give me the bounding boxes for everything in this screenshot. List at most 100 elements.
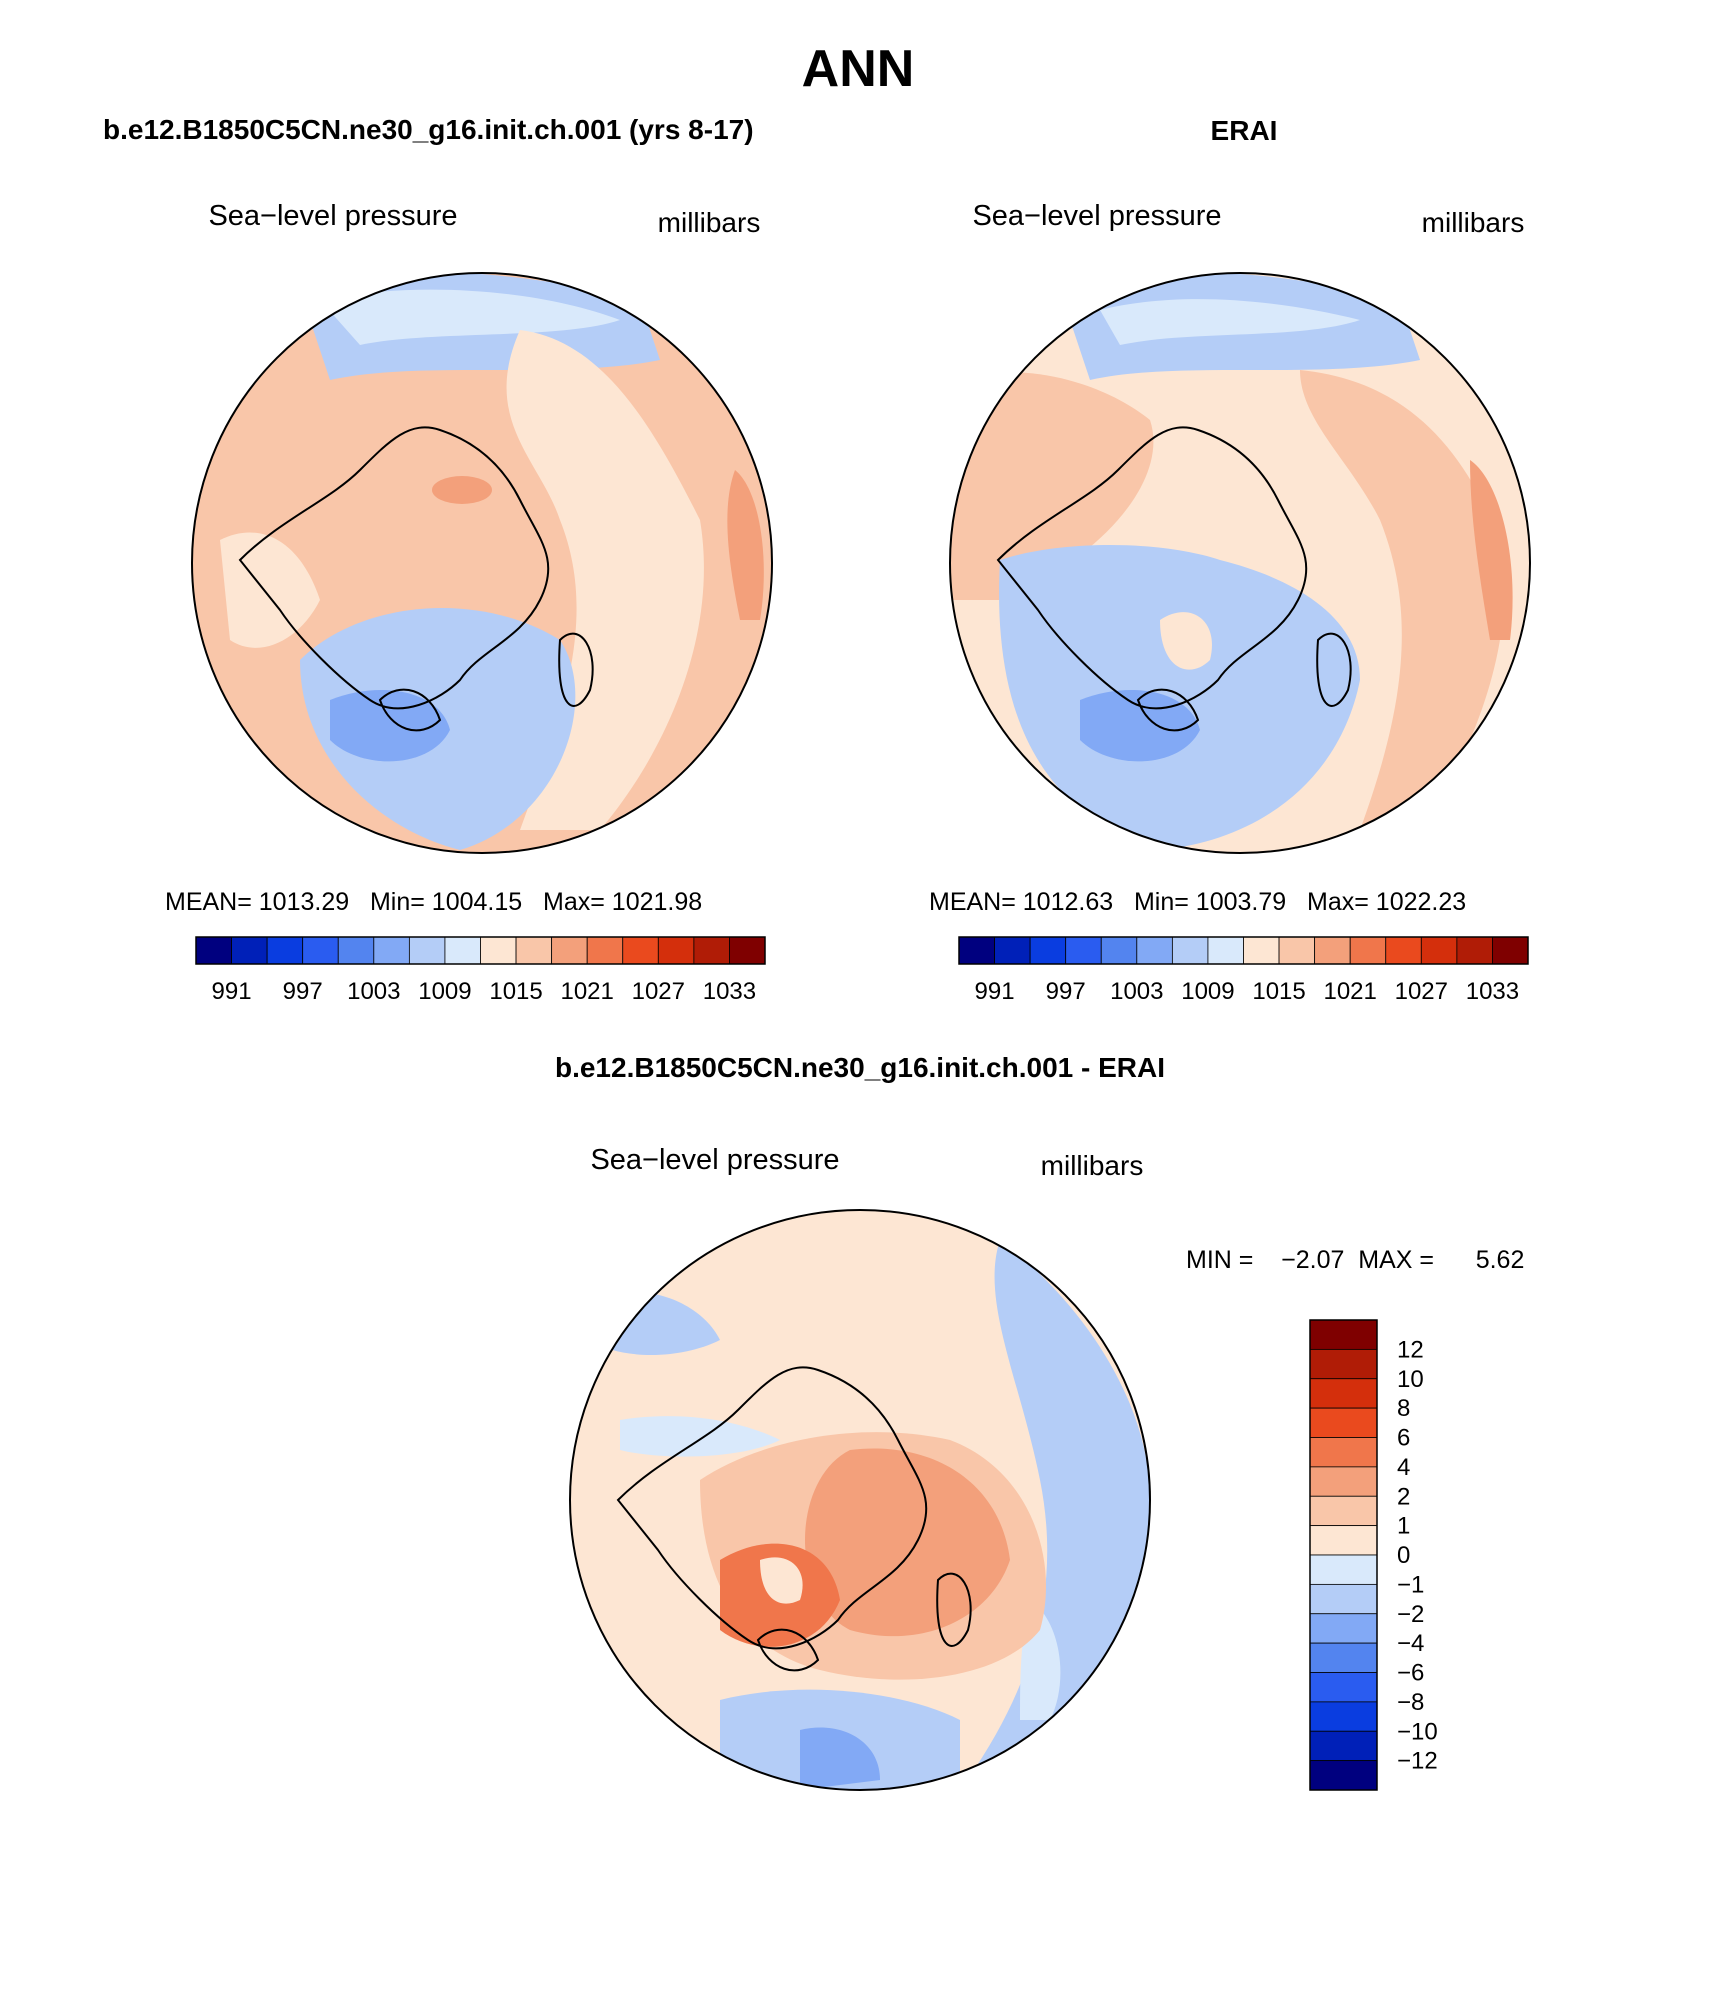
panel-diff-colorbar-label: −10 bbox=[1397, 1718, 1438, 1745]
panel-erai-colorbar-boxes bbox=[958, 936, 1529, 965]
panel-diff-colorbar-boxes bbox=[1309, 1319, 1378, 1791]
panel-erai-colorbar-label: 997 bbox=[1046, 978, 1086, 1005]
panel-diff-colorbar-label: 6 bbox=[1397, 1425, 1410, 1452]
panel-model-colorbar-box bbox=[480, 936, 517, 965]
panel-erai-colorbar-box bbox=[1207, 936, 1244, 965]
panel-erai-colorbar-labels: 991 997 1003 1009 1015 1021 1027 1033 bbox=[975, 978, 1520, 1005]
panel-erai-colorbar-box bbox=[1278, 936, 1316, 965]
panel-diff-variable: Sea−level pressure bbox=[590, 1144, 839, 1176]
panel-model-colorbar-label: 997 bbox=[283, 978, 323, 1005]
panel-erai-colorbar-box bbox=[1314, 936, 1351, 965]
panel-erai-colorbar-label: 1015 bbox=[1252, 978, 1305, 1005]
panel-diff-colorbar-box bbox=[1309, 1407, 1378, 1438]
panel-model-units: millibars bbox=[658, 207, 761, 238]
panel-erai: ERAI Sea−level pressure millibars MEAN= … bbox=[929, 115, 1531, 1005]
panel-diff-stats: MIN = −2.07 MAX = 5.62 bbox=[1186, 1246, 1524, 1274]
panel-model-colorbar-label: 1021 bbox=[560, 978, 613, 1005]
panel-model-colorbar-box bbox=[195, 936, 232, 965]
panel-model-colorbar bbox=[195, 936, 766, 965]
panel-model-colorbar-box bbox=[337, 936, 375, 965]
panel-erai-colorbar-box bbox=[1065, 936, 1102, 965]
panel-model-map bbox=[192, 273, 772, 853]
panel-erai-colorbar-box bbox=[1171, 936, 1209, 965]
panel-erai-map bbox=[950, 273, 1530, 853]
panel-diff-colorbar-label: −6 bbox=[1397, 1660, 1424, 1687]
panel-model: b.e12.B1850C5CN.ne30_g16.init.ch.001 (yr… bbox=[103, 114, 773, 1005]
panel-erai-colorbar-label: 1033 bbox=[1466, 978, 1519, 1005]
panel-erai-units: millibars bbox=[1422, 207, 1525, 238]
panel-erai-case-title: ERAI bbox=[1211, 115, 1278, 146]
panel-diff-colorbar-label: 0 bbox=[1397, 1542, 1410, 1569]
model-field-low bbox=[330, 690, 450, 762]
panel-erai-colorbar bbox=[958, 936, 1529, 965]
panel-diff-colorbar-box bbox=[1309, 1672, 1378, 1703]
panel-erai-colorbar-box bbox=[1243, 936, 1280, 965]
panel-model-colorbar-box bbox=[515, 936, 553, 965]
panel-diff-colorbar-box bbox=[1309, 1466, 1378, 1497]
erai-field-pink-east bbox=[1300, 370, 1505, 830]
panel-diff-colorbar-box bbox=[1309, 1760, 1378, 1791]
panel-erai-colorbar-box bbox=[1420, 936, 1458, 965]
panel-diff-colorbar-box bbox=[1309, 1642, 1378, 1673]
panel-diff-colorbar-label: −12 bbox=[1397, 1748, 1438, 1775]
erai-field-blue-arctic bbox=[999, 545, 1360, 850]
panel-diff-colorbar-box bbox=[1309, 1348, 1378, 1380]
model-field-pale-center bbox=[506, 330, 704, 830]
panel-model-colorbar-box bbox=[693, 936, 730, 965]
panel-diff-colorbar-label: 8 bbox=[1397, 1395, 1410, 1422]
panel-erai-colorbar-box bbox=[994, 936, 1031, 965]
panel-diff-colorbar-box bbox=[1309, 1319, 1378, 1350]
panel-diff-case-title: b.e12.B1850C5CN.ne30_g16.init.ch.001 - E… bbox=[555, 1052, 1165, 1083]
panel-model-colorbar-box bbox=[586, 936, 624, 965]
panel-diff-colorbar-box bbox=[1309, 1613, 1378, 1644]
panel-diff-colorbar-label: −2 bbox=[1397, 1601, 1424, 1628]
panel-diff-colorbar-box bbox=[1309, 1437, 1378, 1468]
panel-model-colorbar-box bbox=[657, 936, 695, 965]
diff-coastline bbox=[616, 1366, 972, 1672]
panel-model-variable: Sea−level pressure bbox=[208, 200, 457, 232]
panel-model-colorbar-box bbox=[622, 936, 659, 965]
diff-field-positive-core bbox=[805, 1448, 1010, 1637]
panel-erai-variable: Sea−level pressure bbox=[972, 200, 1221, 232]
panel-diff-colorbar-box bbox=[1309, 1495, 1378, 1527]
panel-model-colorbar-label: 1015 bbox=[489, 978, 542, 1005]
panel-model-colorbar-box bbox=[231, 936, 268, 965]
panel-diff-colorbar bbox=[1309, 1319, 1378, 1791]
panel-model-colorbar-label: 1033 bbox=[703, 978, 756, 1005]
panel-erai-colorbar-label: 1027 bbox=[1395, 978, 1448, 1005]
panel-erai-colorbar-box bbox=[1385, 936, 1422, 965]
panel-model-colorbar-box bbox=[302, 936, 339, 965]
panel-erai-colorbar-box bbox=[1136, 936, 1173, 965]
panel-diff-colorbar-box bbox=[1309, 1554, 1378, 1585]
panel-erai-colorbar-label: 1009 bbox=[1181, 978, 1234, 1005]
panel-erai-map-border bbox=[949, 272, 1531, 854]
erai-coastline bbox=[996, 426, 1352, 732]
panel-model-colorbar-box bbox=[444, 936, 481, 965]
panel-model-colorbar-box bbox=[729, 936, 766, 965]
model-coastline bbox=[238, 426, 594, 732]
panel-model-colorbar-box bbox=[373, 936, 410, 965]
panel-model-colorbar-labels: 991 997 1003 1009 1015 1021 1027 1033 bbox=[212, 978, 757, 1005]
panel-diff-colorbar-label: 12 bbox=[1397, 1336, 1424, 1363]
erai-field-low bbox=[1080, 690, 1200, 762]
panel-diff-colorbar-label: −1 bbox=[1397, 1571, 1424, 1598]
erai-field-pink-west bbox=[950, 372, 1154, 600]
panel-model-colorbar-box bbox=[551, 936, 588, 965]
panel-diff-colorbar-label: −8 bbox=[1397, 1689, 1424, 1716]
panel-model-stats: MEAN= 1013.29 Min= 1004.15 Max= 1021.98 bbox=[165, 888, 702, 916]
panel-diff-colorbar-label: 1 bbox=[1397, 1513, 1410, 1540]
panel-model-colorbar-label: 1009 bbox=[418, 978, 471, 1005]
panel-model-colorbar-label: 1003 bbox=[347, 978, 400, 1005]
panel-erai-colorbar-box bbox=[1456, 936, 1493, 965]
panel-diff: b.e12.B1850C5CN.ne30_g16.init.ch.001 - E… bbox=[555, 1052, 1524, 1791]
panel-erai-colorbar-box bbox=[1100, 936, 1138, 965]
panel-model-colorbar-label: 991 bbox=[212, 978, 252, 1005]
panel-diff-colorbar-label: 2 bbox=[1397, 1483, 1410, 1510]
panel-model-colorbar-box bbox=[408, 936, 446, 965]
panel-diff-colorbar-box bbox=[1309, 1701, 1378, 1732]
panel-diff-colorbar-box bbox=[1309, 1525, 1378, 1556]
panel-diff-map-border bbox=[569, 1209, 1151, 1791]
panel-diff-colorbar-box bbox=[1309, 1583, 1378, 1615]
